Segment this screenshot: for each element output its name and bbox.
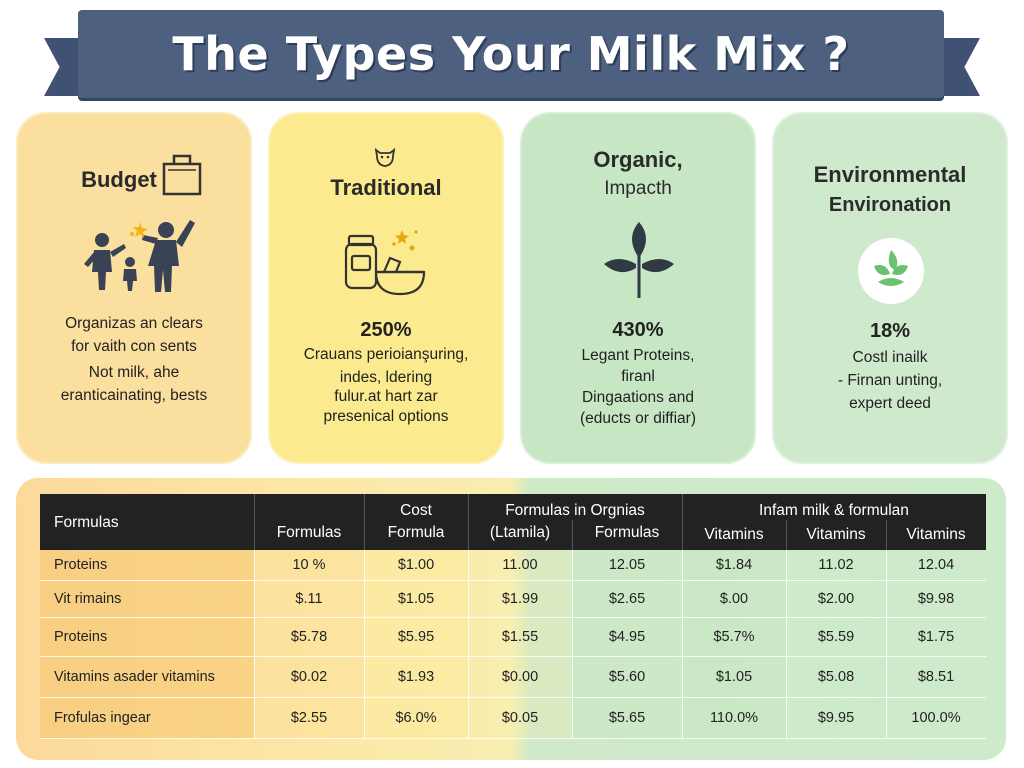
card-desc-line: presenical options: [323, 408, 449, 425]
column-group-header: Infam milk & formulan: [759, 502, 909, 519]
table-cell: $1.05: [397, 591, 435, 607]
table-cell: $5.65: [608, 710, 646, 726]
table-cell: $5.08: [817, 669, 855, 685]
column-header: Formula: [387, 524, 445, 541]
table-cell: $8.51: [917, 669, 955, 685]
card-title: Traditional: [330, 175, 442, 200]
table-row: Frofulas ingear $2.55 $6.0% $0.05 $5.65 110.0…: [40, 698, 986, 739]
row-label: Frofulas ingear: [54, 710, 151, 726]
column-header: (Ltamila): [489, 524, 551, 541]
table-cell: $5.59: [817, 629, 855, 645]
table-cell: 11.02: [818, 557, 854, 573]
table-cell: 110.0%: [709, 710, 759, 726]
table-cell: 12.04: [917, 557, 955, 573]
card-title: Budget: [81, 167, 157, 192]
table-cell: 100.0%: [911, 710, 961, 726]
leaf-icon: [604, 222, 674, 298]
column-header: Formulas: [54, 514, 119, 531]
table-cell: $1.05: [715, 669, 753, 685]
table-cell: $1.75: [917, 629, 955, 645]
column-header-top: Cost: [400, 502, 432, 519]
comparison-table-panel: Formulas Formulas Cost Formula Formulas …: [16, 478, 1006, 760]
shopping-bag-icon: [162, 154, 202, 196]
table-cell: $1.93: [397, 669, 435, 685]
column-header: Vitamins: [806, 526, 866, 543]
card-desc-line: expert deed: [849, 395, 931, 412]
table-cell: $.00: [719, 591, 749, 607]
table-cell: $9.95: [817, 710, 855, 726]
card-desc-line: Organizas an clears: [65, 315, 203, 332]
card-desc-line: (educts or diffiar): [579, 410, 696, 427]
card-traditional: Traditional 250% Crauans perioianşuring,…: [268, 112, 504, 464]
card-desc-line: firanl: [621, 368, 655, 385]
card-subtitle: Environation: [828, 194, 952, 216]
card-desc-line: Dingaations and: [581, 389, 695, 406]
row-label: Proteins: [54, 629, 108, 645]
card-desc-line: - Firnan unting,: [837, 372, 943, 389]
card-percent: 430%: [612, 319, 664, 341]
column-header: Formulas: [276, 524, 342, 541]
eco-badge-icon: [858, 238, 924, 304]
row-label: Vit rimains: [54, 591, 122, 607]
card-desc-line: Crauans perioianşuring,: [303, 346, 469, 363]
card-desc-line: fulur.at hart zar: [334, 388, 438, 405]
cow-icon: [374, 147, 396, 167]
card-percent: 250%: [360, 319, 412, 341]
row-label: Vitamins asader vitamins: [54, 669, 215, 685]
card-title: Organic,: [593, 147, 683, 172]
table-cell: $5.95: [397, 629, 435, 645]
card-budget: Budget Organizas an clears for vaith con…: [16, 112, 252, 464]
table-cell: $0.05: [501, 710, 539, 726]
card-desc-line: indes, ldering: [339, 369, 433, 386]
table-cell: $6.0%: [395, 710, 437, 726]
table-cell: $5.60: [608, 669, 646, 685]
card-desc-line: Costl inailk: [852, 349, 928, 366]
table-cell: $0.00: [501, 669, 539, 685]
table-cell: $2.65: [608, 591, 646, 607]
table-cell: $2.00: [817, 591, 855, 607]
card-organic: Organic, Impacth 430% Legant Proteins, f…: [520, 112, 756, 464]
title-banner: The Types Your Milk Mix ?: [78, 10, 944, 98]
table-cell: $5.7%: [713, 629, 755, 645]
row-label: Proteins: [54, 557, 108, 573]
table-cell: $1.99: [501, 591, 539, 607]
table-cell: $9.98: [917, 591, 955, 607]
table-cell: 12.05: [608, 557, 646, 573]
card-desc-line: for vaith con sents: [71, 338, 197, 355]
table-body: Proteins 10 % $1.00 11.00 12.05 $1.84 11.02 12.…: [40, 550, 986, 739]
page-title: The Types Your Milk Mix ?: [172, 27, 850, 81]
column-group-header: Formulas in Orgnias: [505, 502, 645, 519]
table-cell: $1.84: [715, 557, 753, 573]
column-header: Formulas: [594, 524, 660, 541]
table-cell: 11.00: [502, 557, 538, 573]
table-cell: $1.00: [397, 557, 435, 573]
table-cell: $1.55: [501, 629, 539, 645]
column-header: Vitamins: [704, 526, 764, 543]
table-cell: $5.78: [290, 629, 328, 645]
table-cell: $.11: [295, 591, 323, 607]
card-subtitle: Impacth: [604, 178, 672, 199]
table-cell: 10 %: [292, 557, 326, 573]
card-desc-line: Legant Proteins,: [581, 347, 695, 364]
jars-icon: [344, 230, 426, 296]
table-row: Vit rimains $.11 $1.05 $1.99 $2.65 $.00 $2.00 $…: [40, 581, 986, 618]
comparison-table: Formulas Formulas Cost Formula Formulas …: [40, 494, 986, 739]
card-title: Environmental: [813, 162, 967, 187]
table-row: Vitamins asader vitamins $0.02 $1.93 $0.00 $…: [40, 657, 986, 698]
table-cell: $4.95: [608, 629, 646, 645]
table-cell: $2.55: [290, 710, 328, 726]
card-desc-line: eranticainating, bests: [60, 387, 208, 404]
card-environmental: Environmental Environation 18% Costl ina…: [772, 112, 1008, 464]
table-row: Proteins $5.78 $5.95 $1.55 $4.95 $5.7% $5.59 $1…: [40, 618, 986, 657]
card-percent: 18%: [869, 320, 911, 342]
table-cell: $0.02: [290, 669, 328, 685]
table-row: Proteins 10 % $1.00 11.00 12.05 $1.84 11.02 12.…: [40, 550, 986, 581]
family-icon: [84, 220, 195, 292]
table-header: Formulas Formulas Cost Formula Formulas …: [40, 494, 986, 550]
column-header: Vitamins: [906, 526, 966, 543]
card-desc-line: Not milk, ahe: [88, 364, 180, 381]
